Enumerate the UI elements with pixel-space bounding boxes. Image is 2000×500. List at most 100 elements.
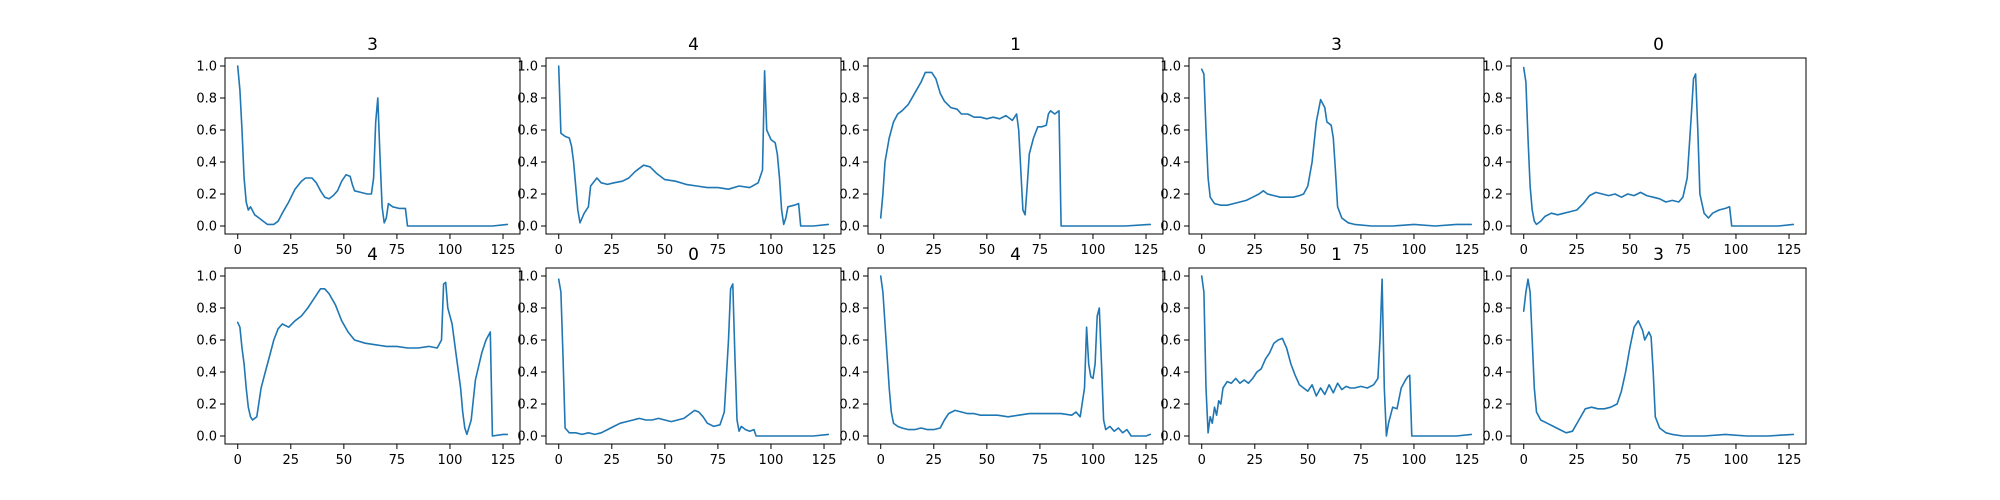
x-tick-label: 50 <box>979 243 996 258</box>
y-tick-label: 0.0 <box>1482 430 1503 445</box>
series-line-1 <box>1200 68 1473 227</box>
x-tick-label: 25 <box>926 453 943 468</box>
x-tick-label: 100 <box>759 453 784 468</box>
x-tick-label: 75 <box>710 243 727 258</box>
x-tick-label: 75 <box>710 453 727 468</box>
series-line-1 <box>879 71 1152 227</box>
y-tick-label: 0.0 <box>839 430 860 445</box>
plot-frame <box>1188 57 1485 235</box>
x-tick-label: 75 <box>1353 243 1370 258</box>
plot-frame <box>224 267 521 445</box>
plot-frame <box>545 267 842 445</box>
y-tick-label: 0.0 <box>517 430 538 445</box>
y-tick-label: 0.6 <box>839 124 860 139</box>
y-tick-label: 0.6 <box>839 334 860 349</box>
y-tick-label: 0.6 <box>517 334 538 349</box>
y-tick-label: 1.0 <box>517 60 538 75</box>
x-tick-label: 50 <box>979 453 996 468</box>
y-tick-label: 1.0 <box>839 270 860 285</box>
x-tick-label: 125 <box>1455 243 1480 258</box>
x-tick-label: 25 <box>1569 243 1586 258</box>
x-tick-label: 25 <box>283 453 300 468</box>
subplot-5: 0 0 25 50 75 100 125 0.0 0.2 0.4 0.6 0.8 1.0 <box>1482 35 1807 258</box>
y-tick-label: 0.0 <box>1482 220 1503 235</box>
y-tick-label: 0.4 <box>1482 366 1503 381</box>
y-tick-label: 0.0 <box>839 220 860 235</box>
plot-frame <box>1188 267 1485 445</box>
y-tick-label: 0.8 <box>1160 302 1181 317</box>
series-line-1 <box>236 65 509 227</box>
y-tick-label: 0.4 <box>517 156 538 171</box>
y-tick-label: 0.8 <box>196 92 217 107</box>
x-tick-label: 75 <box>1032 243 1049 258</box>
subplot-9: 1 0 25 50 75 100 125 0.0 0.2 0.4 0.6 0.8 1.0 <box>1160 245 1485 468</box>
y-tick-label: 1.0 <box>1482 60 1503 75</box>
x-tick-label: 100 <box>1081 453 1106 468</box>
subplot-6: 4 0 25 50 75 100 125 0.0 0.2 0.4 0.6 0.8 1.0 <box>196 245 521 468</box>
subplot-1: 3 0 25 50 75 100 125 0.0 0.2 0.4 0.6 0.8 1.0 <box>196 35 521 258</box>
x-tick-label: 0 <box>555 243 563 258</box>
y-tick-label: 0.6 <box>196 334 217 349</box>
x-tick-label: 25 <box>1569 453 1586 468</box>
plot-frame <box>867 57 1164 235</box>
y-tick-label: 0.4 <box>1160 156 1181 171</box>
y-tick-label: 0.2 <box>196 188 217 203</box>
x-tick-label: 100 <box>1724 453 1749 468</box>
series-line-1 <box>879 275 1152 437</box>
x-tick-label: 125 <box>812 243 837 258</box>
y-tick-label: 0.4 <box>839 366 860 381</box>
x-tick-label: 0 <box>1520 243 1528 258</box>
x-tick-label: 0 <box>555 453 563 468</box>
x-tick-label: 0 <box>234 453 242 468</box>
x-tick-label: 25 <box>926 243 943 258</box>
x-tick-label: 50 <box>336 243 353 258</box>
series-line-1 <box>557 65 830 227</box>
x-tick-label: 100 <box>759 243 784 258</box>
x-tick-label: 0 <box>1198 453 1206 468</box>
x-tick-label: 100 <box>438 453 463 468</box>
y-tick-label: 0.4 <box>1160 366 1181 381</box>
y-tick-label: 0.4 <box>1482 156 1503 171</box>
y-tick-label: 0.2 <box>196 398 217 413</box>
series-line-1 <box>557 278 830 437</box>
plot-frame <box>1510 267 1807 445</box>
x-tick-label: 50 <box>1622 453 1639 468</box>
y-tick-label: 1.0 <box>1482 270 1503 285</box>
subplot-4: 3 0 25 50 75 100 125 0.0 0.2 0.4 0.6 0.8 1.0 <box>1160 35 1485 258</box>
x-tick-label: 0 <box>234 243 242 258</box>
y-tick-label: 0.2 <box>1160 398 1181 413</box>
y-tick-label: 0.8 <box>517 92 538 107</box>
y-tick-label: 0.4 <box>839 156 860 171</box>
x-tick-label: 125 <box>1777 243 1802 258</box>
subplot-title: 3 <box>367 35 378 55</box>
x-tick-label: 25 <box>283 243 300 258</box>
subplot-title: 4 <box>367 245 378 265</box>
subplot-10: 3 0 25 50 75 100 125 0.0 0.2 0.4 0.6 0.8 1.0 <box>1482 245 1807 468</box>
y-tick-label: 0.6 <box>196 124 217 139</box>
x-tick-label: 50 <box>336 453 353 468</box>
x-tick-label: 125 <box>1777 453 1802 468</box>
y-tick-label: 0.0 <box>196 220 217 235</box>
subplot-title: 3 <box>1331 35 1342 55</box>
subplot-title: 4 <box>1010 245 1021 265</box>
x-tick-label: 75 <box>1675 453 1692 468</box>
y-tick-label: 0.8 <box>839 92 860 107</box>
y-tick-label: 0.8 <box>839 302 860 317</box>
subplot-title: 0 <box>688 245 699 265</box>
plot-frame <box>224 57 521 235</box>
x-tick-label: 75 <box>1353 453 1370 468</box>
subplot-title: 3 <box>1653 245 1664 265</box>
x-tick-label: 125 <box>1134 243 1159 258</box>
y-tick-label: 0.2 <box>517 188 538 203</box>
y-tick-label: 0.4 <box>196 156 217 171</box>
x-tick-label: 25 <box>1247 453 1264 468</box>
y-tick-label: 0.8 <box>196 302 217 317</box>
y-tick-label: 1.0 <box>1160 270 1181 285</box>
series-line-1 <box>1522 66 1795 227</box>
x-tick-label: 25 <box>604 243 621 258</box>
x-tick-label: 0 <box>1520 453 1528 468</box>
plot-frame <box>545 57 842 235</box>
subplot-title: 0 <box>1653 35 1664 55</box>
subplot-title: 4 <box>688 35 699 55</box>
